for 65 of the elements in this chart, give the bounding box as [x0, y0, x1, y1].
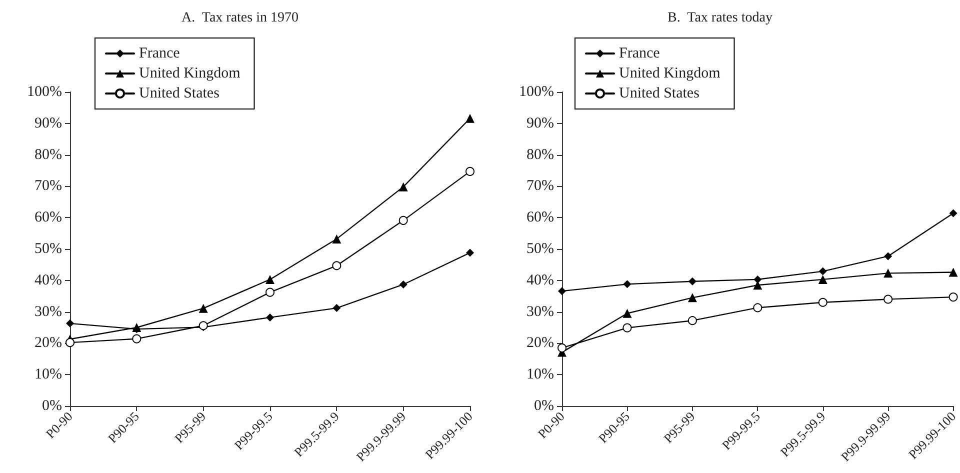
point	[623, 280, 632, 288]
y-tick-label: 10%	[526, 366, 554, 383]
point	[332, 304, 341, 312]
point	[949, 209, 958, 218]
point	[466, 114, 474, 123]
point	[818, 274, 828, 284]
y-tick-label: 100%	[27, 84, 62, 100]
point	[66, 319, 74, 328]
point	[266, 274, 274, 284]
point	[754, 275, 762, 284]
point	[753, 303, 762, 312]
legend-label: United States	[619, 86, 700, 102]
point	[198, 304, 208, 313]
y-tick-label: 20%	[526, 335, 554, 352]
y-tick-label: 80%	[34, 146, 62, 163]
chart-title: A. Tax rates in 1970	[182, 10, 298, 26]
y-tick-label: 10%	[34, 366, 62, 383]
y-tick-label: 80%	[526, 146, 554, 163]
point	[558, 287, 566, 296]
point	[818, 298, 828, 307]
point	[398, 216, 408, 225]
point	[398, 182, 408, 192]
point	[688, 277, 696, 286]
point	[948, 292, 958, 302]
point	[558, 343, 566, 352]
y-tick-label: 90%	[526, 115, 554, 132]
y-tick-label: 100%	[519, 84, 554, 100]
chart-title: B. Tax rates today	[668, 10, 772, 26]
legend-label: France	[139, 46, 180, 62]
y-tick-label: 50%	[34, 241, 62, 257]
point	[399, 280, 408, 288]
y-tick-label: 20%	[34, 335, 62, 352]
point	[688, 293, 697, 302]
point	[466, 166, 474, 176]
point	[332, 261, 342, 270]
point	[884, 268, 893, 278]
y-tick-label: 60%	[34, 210, 62, 226]
legend-label: United Kingdom	[619, 66, 721, 82]
y-tick-label: 70%	[34, 178, 62, 194]
y-tick-label: 90%	[34, 115, 62, 132]
y-tick-label: 30%	[526, 304, 554, 320]
legend-label: United States	[139, 86, 220, 102]
point	[66, 338, 74, 348]
y-tick-label: 0%	[42, 398, 62, 414]
y-tick-label: 60%	[526, 210, 554, 226]
legend-label: United Kingdom	[139, 66, 241, 82]
point	[622, 308, 632, 318]
y-tick-label: 50%	[526, 241, 554, 257]
point	[266, 288, 274, 297]
y-tick-label: 0%	[534, 398, 554, 414]
y-tick-label: 40%	[526, 272, 554, 288]
point	[884, 294, 893, 304]
point	[132, 334, 142, 344]
legend-label: France	[619, 46, 660, 62]
point	[266, 313, 274, 322]
point	[332, 234, 342, 244]
y-tick-label: 70%	[526, 178, 554, 194]
point	[688, 316, 697, 326]
point	[622, 323, 632, 332]
y-tick-label: 40%	[34, 272, 62, 288]
point	[948, 268, 958, 277]
y-tick-label: 30%	[34, 304, 62, 320]
point	[466, 248, 474, 257]
point	[818, 267, 827, 276]
point	[884, 252, 892, 260]
